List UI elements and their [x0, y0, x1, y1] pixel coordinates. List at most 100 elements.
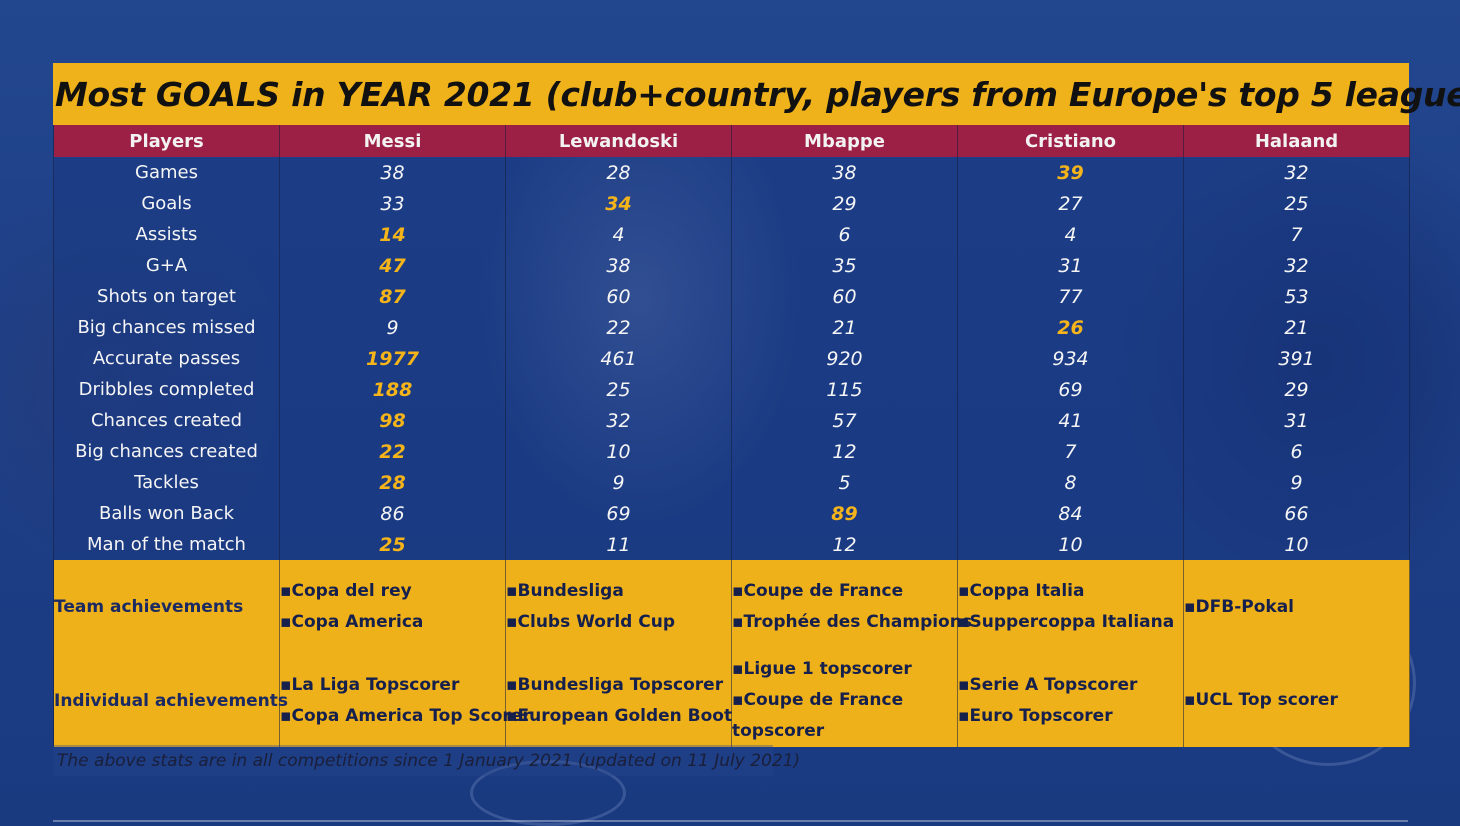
stat-value: 86 [279, 498, 506, 529]
stat-value: 25 [505, 374, 732, 405]
table-row: G+A 47 38 35 31 32 [53, 250, 1410, 281]
table-row: Balls won Back 86 69 89 84 66 [53, 498, 1410, 529]
stat-value: 35 [731, 250, 958, 281]
table-row: Big chances created 22 10 12 7 6 [53, 436, 1410, 467]
stat-value: 7 [957, 436, 1184, 467]
achievement-item: ▪UCL Top scorer [1184, 690, 1338, 710]
stat-value: 6 [1183, 436, 1410, 467]
stat-value: 5 [731, 467, 958, 498]
stats-panel: Most GOALS in YEAR 2021 (club+country, p… [53, 63, 1460, 747]
achievement-label-text: Individual achievements [54, 690, 289, 711]
stats-table: Players Messi Lewandoski Mbappe Cristiano Hal… [53, 125, 1410, 747]
achievement-item: ▪Suppercoppa Italiana [958, 612, 1175, 632]
table-row: Chances created 98 32 57 41 31 [53, 405, 1410, 436]
achievement-item: ▪Coupe de France [732, 690, 904, 710]
stat-value: 57 [731, 405, 958, 436]
achievement-cell: ▪Bundesliga Topscorer ▪European Golden Bo… [505, 654, 733, 747]
table-row: Games 38 28 38 39 32 [53, 157, 1410, 188]
stat-value: 87 [279, 281, 506, 312]
achievement-cell: ▪Serie A Topscorer ▪Euro Topscorer [957, 654, 1184, 747]
stat-value: 39 [957, 157, 1184, 188]
achievement-item: ▪Euro Topscorer [958, 705, 1113, 726]
stat-value: 60 [731, 281, 958, 312]
stat-value: 60 [505, 281, 732, 312]
stat-label: Chances created [53, 405, 280, 436]
column-header-player: Lewandoski [505, 125, 732, 157]
achievement-item: ▪La Liga Topscorer [280, 674, 460, 695]
header-row: Players Messi Lewandoski Mbappe Cristiano Hal… [53, 125, 1410, 157]
stat-value: 391 [1183, 343, 1410, 374]
achievement-cell: ▪Coppa Italia ▪Suppercoppa Italiana [957, 560, 1184, 654]
stat-label: Man of the match [53, 529, 280, 560]
table-row: Goals 33 34 29 27 25 [53, 188, 1410, 219]
table-row: Shots on target 87 60 60 77 53 [53, 281, 1410, 312]
stat-value: 29 [1183, 374, 1410, 405]
stat-value: 10 [505, 436, 732, 467]
stat-value: 10 [1183, 529, 1410, 560]
footnote-background [53, 745, 773, 776]
stat-value: 1977 [279, 343, 506, 374]
stat-label: G+A [53, 250, 280, 281]
achievement-label: Team achievements [53, 560, 280, 654]
achievement-item: ▪Serie A Topscorer [958, 674, 1138, 695]
achievement-cell: ▪Coupe de France ▪Trophée des Champions [731, 560, 972, 654]
column-header-player: Messi [279, 125, 506, 157]
stat-value: 8 [957, 467, 1184, 498]
column-header-player: Mbappe [731, 125, 958, 157]
stat-value: 47 [279, 250, 506, 281]
achievement-label-text: Team achievements [54, 597, 244, 617]
stat-value: 934 [957, 343, 1184, 374]
title-bar: Most GOALS in YEAR 2021 (club+country, p… [53, 63, 1460, 125]
stat-value: 920 [731, 343, 958, 374]
achievement-item: ▪Ligue 1 topscorer [732, 659, 912, 679]
achievement-item: ▪European Golden Boot [506, 705, 733, 726]
stat-value: 14 [279, 219, 506, 250]
stat-value: 12 [731, 436, 958, 467]
stat-value: 4 [957, 219, 1184, 250]
achievement-item: ▪Bundesliga Topscorer [506, 674, 724, 695]
stat-value: 32 [1183, 250, 1410, 281]
stat-value: 22 [279, 436, 506, 467]
stat-value: 77 [957, 281, 1184, 312]
stat-label: Shots on target [53, 281, 280, 312]
stat-value: 38 [279, 157, 506, 188]
background-decor [470, 760, 626, 826]
column-header-player: Halaand [1183, 125, 1410, 157]
stat-value: 25 [279, 529, 506, 560]
stat-label: Assists [53, 219, 280, 250]
stat-value: 98 [279, 405, 506, 436]
stat-label: Goals [53, 188, 280, 219]
stat-label: Tackles [53, 467, 280, 498]
stat-label: Big chances missed [53, 312, 280, 343]
stat-value: 461 [505, 343, 732, 374]
table-row: Man of the match 25 11 12 10 10 [53, 529, 1410, 560]
page-title: Most GOALS in YEAR 2021 (club+country, p… [55, 74, 1460, 114]
stat-value: 53 [1183, 281, 1410, 312]
stat-value: 38 [505, 250, 732, 281]
stat-label: Games [53, 157, 280, 188]
stats-body: Games 38 28 38 39 32 Goals 33 34 29 27 25 Assists 14 4… [53, 157, 1410, 747]
stat-value: 188 [279, 374, 506, 405]
stat-value: 28 [505, 157, 732, 188]
stat-value: 21 [1183, 312, 1410, 343]
achievement-item: ▪Copa America [280, 612, 424, 632]
achievement-item: ▪Clubs World Cup [506, 612, 676, 632]
stat-value: 32 [505, 405, 732, 436]
stat-value: 9 [1183, 467, 1410, 498]
stat-value: 84 [957, 498, 1184, 529]
stat-value: 4 [505, 219, 732, 250]
stat-value: 28 [279, 467, 506, 498]
achievement-item: topscorer [732, 721, 825, 741]
achievement-item: ▪Trophée des Champions [732, 612, 972, 632]
individual-achievements-row: Individual achievements ▪La Liga Topscore… [53, 654, 1410, 747]
stat-value: 26 [957, 312, 1184, 343]
achievement-cell: ▪La Liga Topscorer ▪Copa America Top Scor… [279, 654, 531, 747]
table-row: Dribbles completed 188 25 115 69 29 [53, 374, 1410, 405]
stat-label: Accurate passes [53, 343, 280, 374]
stat-value: 115 [731, 374, 958, 405]
achievement-item: ▪Bundesliga [506, 581, 624, 601]
achievement-label: Individual achievements [53, 654, 288, 747]
achievement-item: ▪Copa del rey [280, 581, 412, 601]
stat-value: 21 [731, 312, 958, 343]
stat-value: 9 [505, 467, 732, 498]
